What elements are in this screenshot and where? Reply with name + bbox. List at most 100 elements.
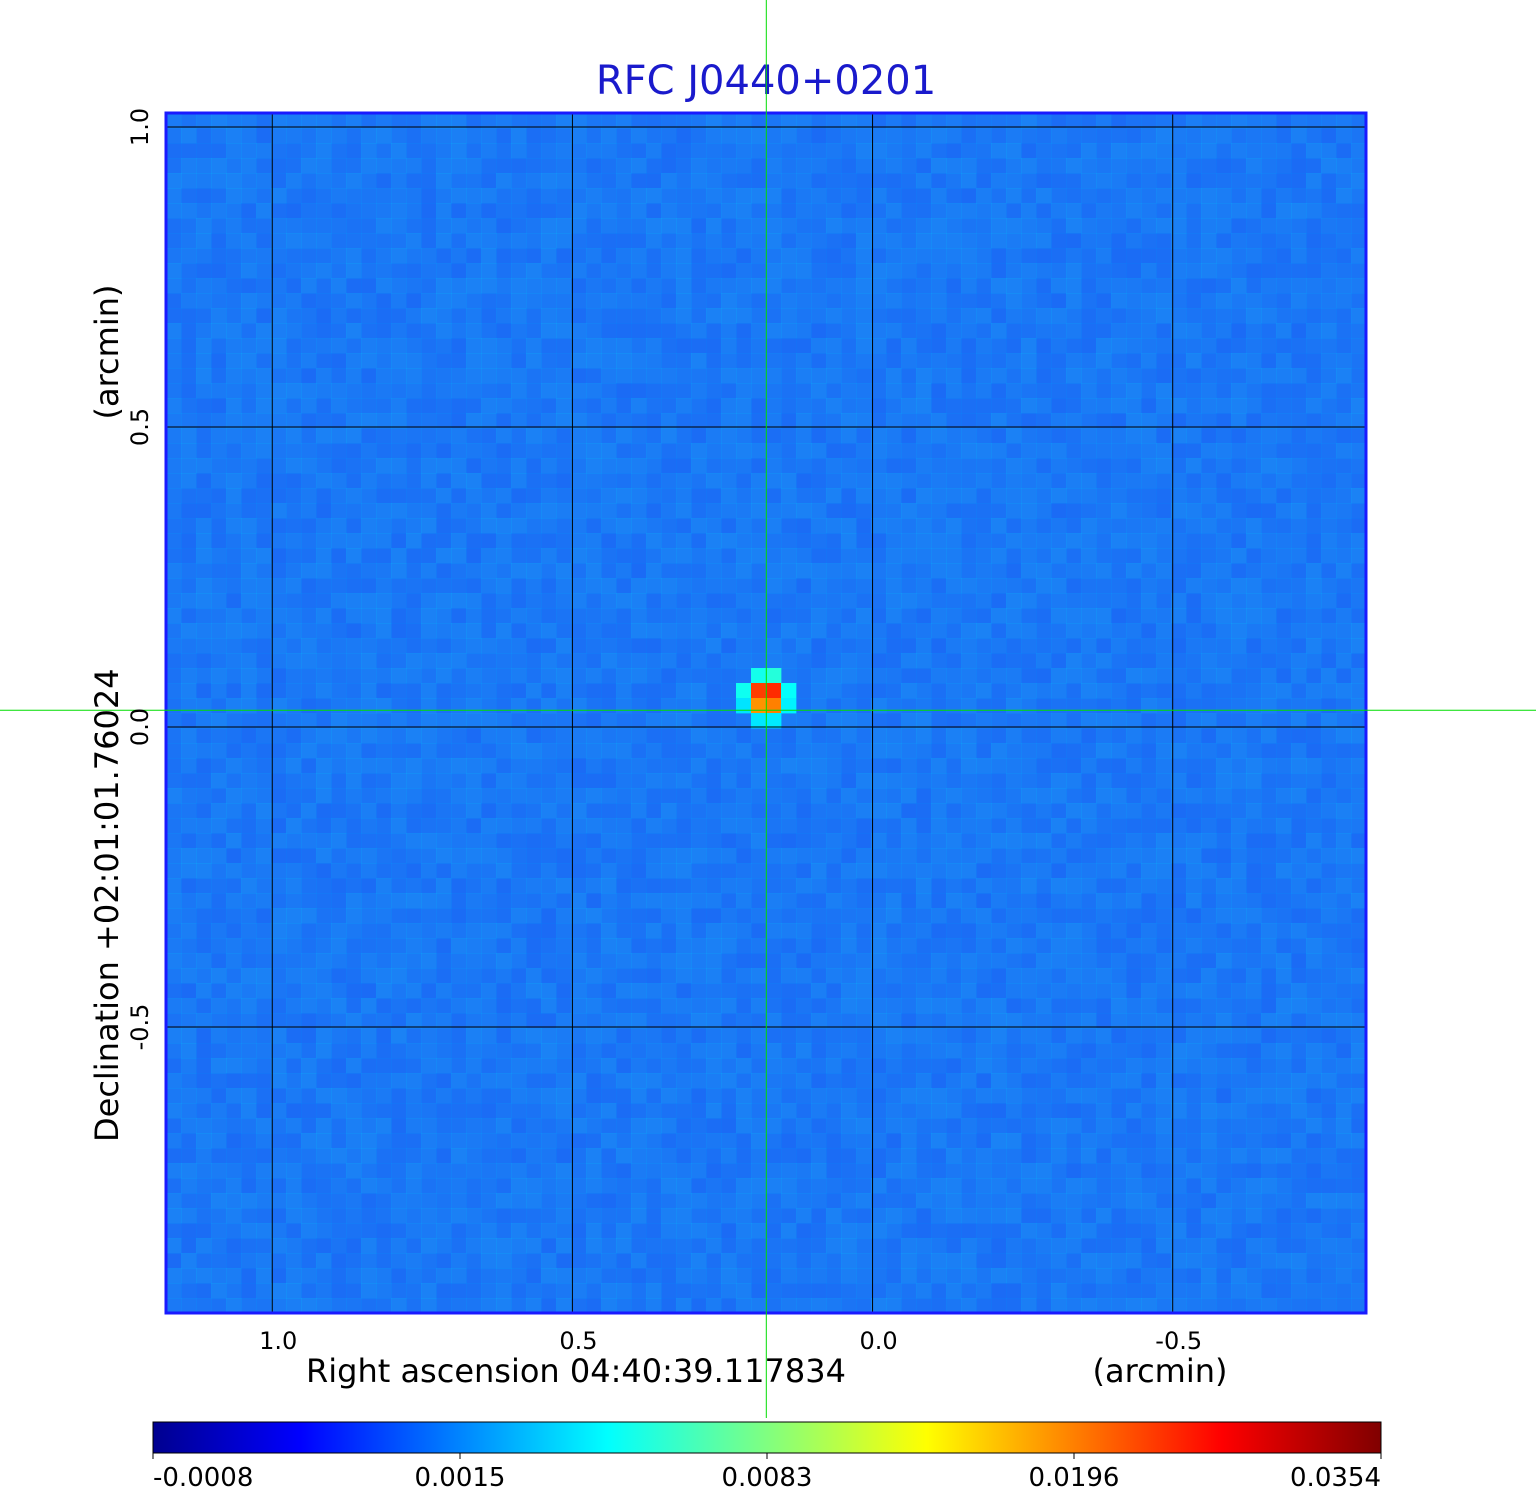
map-pixel: [751, 263, 767, 279]
map-pixel: [436, 668, 452, 684]
map-pixel: [751, 608, 767, 624]
map-pixel: [181, 878, 197, 894]
map-pixel: [661, 803, 677, 819]
map-pixel: [736, 788, 752, 804]
map-pixel: [1276, 818, 1292, 834]
map-pixel: [826, 518, 842, 534]
map-pixel: [1036, 998, 1052, 1014]
map-pixel: [811, 173, 827, 189]
map-pixel: [571, 368, 587, 384]
map-pixel: [211, 398, 227, 414]
map-pixel: [826, 398, 842, 414]
map-pixel: [166, 353, 182, 369]
map-pixel: [331, 338, 347, 354]
map-pixel: [241, 203, 257, 219]
map-pixel: [796, 653, 812, 669]
map-pixel: [961, 623, 977, 639]
map-pixel: [1126, 818, 1142, 834]
map-pixel: [721, 368, 737, 384]
map-pixel: [1306, 923, 1322, 939]
map-pixel: [166, 488, 182, 504]
map-pixel: [901, 578, 917, 594]
map-pixel: [886, 173, 902, 189]
map-pixel: [1186, 593, 1202, 609]
map-pixel: [1081, 398, 1097, 414]
map-pixel: [361, 383, 377, 399]
map-pixel: [1006, 623, 1022, 639]
map-pixel: [841, 848, 857, 864]
map-pixel: [556, 878, 572, 894]
map-pixel: [1036, 293, 1052, 309]
map-pixel: [571, 953, 587, 969]
map-pixel: [916, 413, 932, 429]
map-pixel: [826, 653, 842, 669]
map-pixel: [976, 623, 992, 639]
map-pixel: [211, 773, 227, 789]
map-pixel: [451, 698, 467, 714]
map-pixel: [256, 113, 272, 129]
map-pixel: [1081, 1013, 1097, 1029]
map-pixel: [316, 668, 332, 684]
map-pixel: [856, 203, 872, 219]
map-pixel: [661, 233, 677, 249]
map-pixel: [541, 428, 557, 444]
map-pixel: [931, 638, 947, 654]
map-pixel: [196, 638, 212, 654]
map-pixel: [1336, 578, 1352, 594]
map-pixel: [406, 548, 422, 564]
map-pixel: [1246, 518, 1262, 534]
map-pixel: [286, 773, 302, 789]
map-pixel: [196, 1028, 212, 1044]
map-pixel: [1246, 368, 1262, 384]
map-pixel: [811, 1013, 827, 1029]
map-pixel: [1186, 233, 1202, 249]
map-pixel: [991, 383, 1007, 399]
map-pixel: [1051, 533, 1067, 549]
map-pixel: [766, 668, 782, 684]
map-pixel: [1321, 578, 1337, 594]
map-pixel: [1006, 113, 1022, 129]
map-pixel: [841, 293, 857, 309]
map-pixel: [541, 683, 557, 699]
map-pixel: [466, 1043, 482, 1059]
map-pixel: [901, 443, 917, 459]
map-pixel: [796, 413, 812, 429]
map-pixel: [856, 893, 872, 909]
map-pixel: [1171, 533, 1187, 549]
map-pixel: [406, 818, 422, 834]
map-pixel: [1336, 848, 1352, 864]
map-pixel: [496, 218, 512, 234]
map-pixel: [511, 653, 527, 669]
map-pixel: [1351, 113, 1367, 129]
map-pixel: [166, 548, 182, 564]
map-pixel: [796, 818, 812, 834]
map-pixel: [931, 593, 947, 609]
map-pixel: [826, 773, 842, 789]
map-pixel: [301, 998, 317, 1014]
map-pixel: [316, 773, 332, 789]
map-pixel: [1261, 113, 1277, 129]
map-pixel: [196, 398, 212, 414]
map-pixel: [1336, 983, 1352, 999]
map-pixel: [1321, 893, 1337, 909]
map-pixel: [1051, 383, 1067, 399]
map-pixel: [361, 308, 377, 324]
map-pixel: [271, 353, 287, 369]
map-pixel: [361, 188, 377, 204]
map-pixel: [856, 143, 872, 159]
map-pixel: [601, 533, 617, 549]
map-pixel: [1066, 158, 1082, 174]
map-pixel: [916, 188, 932, 204]
map-pixel: [346, 998, 362, 1014]
map-pixel: [226, 863, 242, 879]
map-pixel: [496, 503, 512, 519]
map-pixel: [1156, 398, 1172, 414]
map-pixel: [736, 593, 752, 609]
map-pixel: [646, 293, 662, 309]
map-pixel: [1231, 668, 1247, 684]
map-pixel: [421, 128, 437, 144]
map-pixel: [841, 443, 857, 459]
map-pixel: [1066, 503, 1082, 519]
map-pixel: [901, 848, 917, 864]
map-pixel: [1201, 443, 1217, 459]
